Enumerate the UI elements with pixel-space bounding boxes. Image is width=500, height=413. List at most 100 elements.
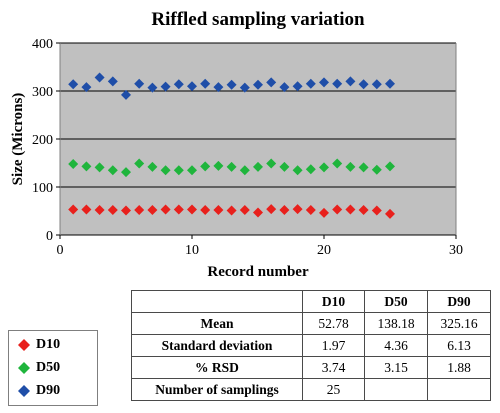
table-cell: 25 bbox=[302, 378, 365, 401]
legend: D10 D50 D90 bbox=[8, 330, 98, 406]
scatter-chart: Riffled sampling variation 0100200300400… bbox=[10, 9, 463, 280]
data-point-d90 bbox=[107, 76, 118, 87]
data-point-d10 bbox=[160, 204, 171, 215]
data-point-d90 bbox=[305, 78, 316, 89]
legend-item-d50: D50 bbox=[18, 360, 60, 376]
series-d90 bbox=[68, 72, 395, 100]
y-tick-label: 0 bbox=[46, 229, 53, 244]
data-point-d50 bbox=[160, 165, 171, 176]
data-point-d90 bbox=[94, 72, 105, 83]
data-point-d90 bbox=[385, 78, 395, 89]
data-point-d10 bbox=[200, 205, 211, 216]
data-point-d50 bbox=[173, 165, 184, 176]
x-axis-ticks: 0 10 20 30 bbox=[57, 235, 463, 258]
data-point-d10 bbox=[81, 204, 92, 215]
legend-label-d90: D90 bbox=[36, 383, 61, 398]
data-point-d90 bbox=[121, 89, 131, 100]
data-point-d90 bbox=[332, 78, 343, 89]
data-point-d50 bbox=[253, 161, 263, 172]
x-tick-label: 10 bbox=[185, 243, 199, 258]
statistics-table: D10 D50 D90 Mean 52.78 138.18 325.16 Sta… bbox=[131, 290, 491, 401]
data-point-d50 bbox=[292, 165, 303, 176]
data-point-d50 bbox=[385, 161, 395, 172]
data-point-d10 bbox=[292, 204, 303, 215]
data-point-d50 bbox=[332, 158, 343, 169]
data-point-d10 bbox=[305, 205, 316, 216]
chart-title: Riffled sampling variation bbox=[151, 9, 365, 30]
legend-label-d10: D10 bbox=[36, 337, 61, 352]
table-row: Number of samplings 25 bbox=[131, 378, 491, 401]
data-point-d10 bbox=[358, 205, 369, 216]
x-tick-label: 30 bbox=[449, 243, 463, 258]
data-point-d90 bbox=[81, 82, 92, 93]
data-point-d50 bbox=[200, 161, 211, 172]
table-row-label: Mean bbox=[131, 312, 303, 335]
table-cell: 325.16 bbox=[427, 312, 491, 335]
table-header-cell: D90 bbox=[427, 290, 491, 313]
table-cell: 6.13 bbox=[427, 334, 491, 357]
series-d50 bbox=[68, 158, 395, 178]
x-tick-label: 20 bbox=[317, 243, 331, 258]
series-d10 bbox=[68, 204, 395, 219]
legend-item-d10: D10 bbox=[18, 337, 60, 353]
table-cell: 1.88 bbox=[427, 356, 491, 379]
y-axis-label: Size (Microns) bbox=[10, 93, 26, 186]
legend-item-d90: D90 bbox=[18, 383, 60, 399]
data-point-d90 bbox=[371, 79, 382, 90]
data-point-d90 bbox=[134, 78, 145, 89]
data-point-d10 bbox=[226, 205, 237, 216]
data-point-d50 bbox=[213, 160, 224, 171]
data-point-d10 bbox=[279, 205, 290, 216]
data-point-d90 bbox=[173, 79, 184, 90]
data-point-d50 bbox=[94, 162, 105, 173]
data-point-d10 bbox=[266, 204, 277, 215]
data-point-d90 bbox=[319, 77, 329, 88]
data-point-d50 bbox=[68, 158, 79, 169]
data-point-d90 bbox=[345, 76, 356, 87]
data-point-d50 bbox=[266, 158, 277, 169]
table-cell: 1.97 bbox=[302, 334, 365, 357]
data-point-d10 bbox=[173, 204, 184, 215]
data-point-d10 bbox=[319, 207, 329, 218]
table-row-label: Number of samplings bbox=[131, 378, 303, 401]
table-header-cell: D50 bbox=[364, 290, 428, 313]
y-tick-label: 400 bbox=[32, 37, 53, 52]
data-point-d50 bbox=[279, 161, 290, 172]
data-point-d50 bbox=[134, 158, 145, 169]
legend-marker-d90 bbox=[18, 385, 30, 397]
data-point-d90 bbox=[266, 77, 277, 88]
data-point-d10 bbox=[213, 205, 224, 216]
data-point-d90 bbox=[279, 82, 290, 93]
data-point-d90 bbox=[253, 79, 263, 90]
table-header-cell: D10 bbox=[302, 290, 365, 313]
data-point-d50 bbox=[358, 162, 369, 173]
data-point-d10 bbox=[134, 205, 145, 216]
data-point-d10 bbox=[385, 208, 395, 219]
table-row: Standard deviation 1.97 4.36 6.13 bbox=[131, 334, 491, 357]
y-tick-label: 300 bbox=[32, 85, 53, 100]
data-point-d90 bbox=[213, 82, 224, 93]
data-point-d90 bbox=[147, 82, 158, 93]
data-point-d10 bbox=[345, 204, 356, 215]
table-cell: 4.36 bbox=[364, 334, 428, 357]
data-point-d50 bbox=[345, 161, 356, 172]
data-point-d90 bbox=[200, 78, 211, 89]
data-point-d50 bbox=[371, 164, 382, 175]
data-point-d90 bbox=[358, 79, 369, 90]
data-point-d10 bbox=[371, 205, 382, 216]
data-points bbox=[68, 72, 395, 219]
data-point-d10 bbox=[107, 205, 118, 216]
data-point-d50 bbox=[187, 165, 197, 176]
table-cell: 3.15 bbox=[364, 356, 428, 379]
data-point-d50 bbox=[107, 165, 118, 176]
x-tick-label: 0 bbox=[57, 243, 64, 258]
table-cell bbox=[364, 378, 428, 401]
table-header-cell bbox=[131, 290, 303, 313]
data-point-d10 bbox=[147, 205, 158, 216]
data-point-d10 bbox=[187, 204, 197, 215]
legend-label-d50: D50 bbox=[36, 360, 61, 375]
legend-marker-d50 bbox=[18, 362, 30, 374]
data-point-d90 bbox=[226, 79, 237, 90]
data-point-d90 bbox=[68, 79, 79, 90]
data-point-d90 bbox=[239, 82, 250, 93]
